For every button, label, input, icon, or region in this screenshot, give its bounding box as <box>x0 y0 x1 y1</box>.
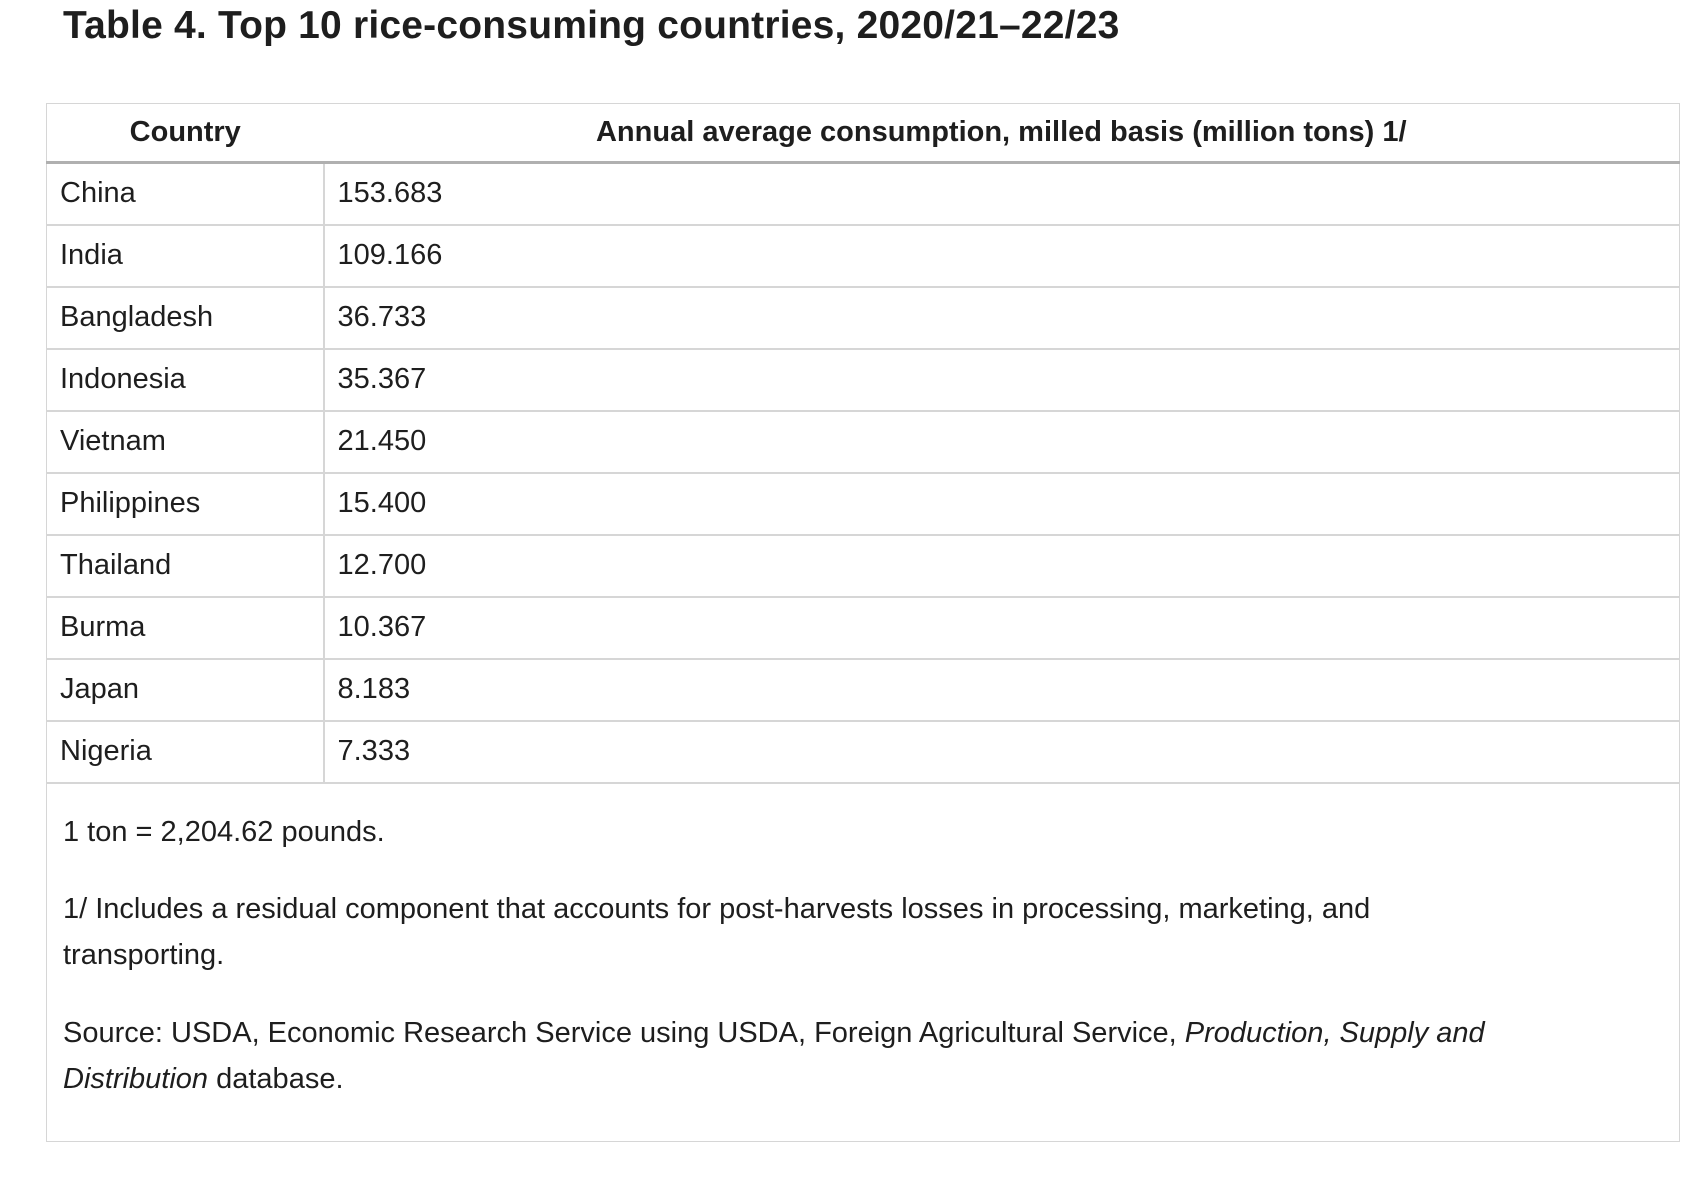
table-row: India 109.166 <box>46 223 1680 287</box>
country-cell: Vietnam <box>46 409 325 473</box>
source-note: Source: USDA, Economic Research Service … <box>63 1011 1533 1103</box>
country-cell: Thailand <box>46 533 325 597</box>
header-row: Country Annual average consumption, mill… <box>46 103 1680 164</box>
table-row: Nigeria 7.333 <box>46 719 1680 783</box>
table-row: Indonesia 35.367 <box>46 347 1680 411</box>
country-cell: Burma <box>46 595 325 659</box>
footnote-residual: 1/ Includes a residual component that ac… <box>63 893 1371 972</box>
table-row: Philippines 15.400 <box>46 471 1680 535</box>
country-cell: China <box>46 161 325 225</box>
value-cell: 153.683 <box>323 161 1680 225</box>
source-publication-title: Production, Supply and Distribution <box>63 1016 1485 1095</box>
value-cell: 35.367 <box>323 347 1680 411</box>
country-cell: Indonesia <box>46 347 325 411</box>
table-row: Thailand 12.700 <box>46 533 1680 597</box>
country-cell: Philippines <box>46 471 325 535</box>
column-header-country: Country <box>46 103 324 164</box>
source-prefix: Source: USDA, Economic Research Service … <box>63 1016 1185 1049</box>
footnotes-area: 1 ton = 2,204.62 pounds. 1/ Includes a r… <box>46 781 1680 1142</box>
table-row: Burma 10.367 <box>46 595 1680 659</box>
rice-consumption-table: Country Annual average consumption, mill… <box>46 103 1680 1142</box>
value-cell: 109.166 <box>323 223 1680 287</box>
country-cell: Japan <box>46 657 325 721</box>
table-row: Japan 8.183 <box>46 657 1680 721</box>
table-header: Country Annual average consumption, mill… <box>46 103 1680 164</box>
page-title: Table 4. Top 10 rice-consuming countries… <box>63 4 1120 47</box>
source-suffix: database. <box>208 1062 344 1095</box>
table-footer: 1 ton = 2,204.62 pounds. 1/ Includes a r… <box>46 781 1680 1142</box>
value-cell: 21.450 <box>323 409 1680 473</box>
country-cell: Bangladesh <box>46 285 325 349</box>
ton-conversion-note: 1 ton = 2,204.62 pounds. <box>63 815 385 848</box>
footer-row: 1 ton = 2,204.62 pounds. 1/ Includes a r… <box>46 781 1680 1142</box>
value-cell: 8.183 <box>323 657 1680 721</box>
value-cell: 12.700 <box>323 533 1680 597</box>
table-row: Vietnam 21.450 <box>46 409 1680 473</box>
value-cell: 36.733 <box>323 285 1680 349</box>
country-cell: India <box>46 223 325 287</box>
table-row: Bangladesh 36.733 <box>46 285 1680 349</box>
country-cell: Nigeria <box>46 719 325 783</box>
table-row: China 153.683 <box>46 161 1680 225</box>
value-cell: 10.367 <box>323 595 1680 659</box>
value-cell: 7.333 <box>323 719 1680 783</box>
column-header-consumption: Annual average consumption, milled basis… <box>323 103 1680 164</box>
value-cell: 15.400 <box>323 471 1680 535</box>
table-body: China 153.683 India 109.166 Bangladesh 3… <box>46 161 1680 783</box>
